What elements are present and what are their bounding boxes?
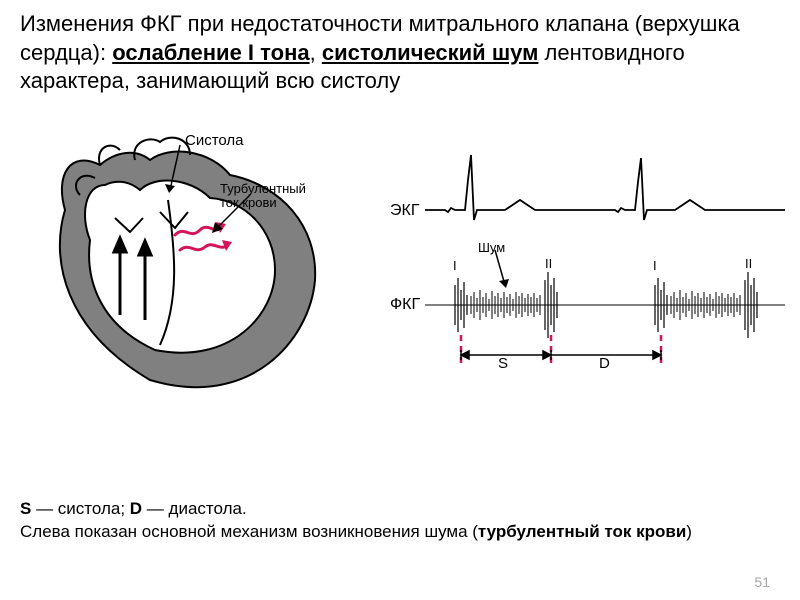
title-underline-2: систолический шум	[322, 40, 539, 65]
slide-title: Изменения ФКГ при недостаточности митрал…	[20, 10, 780, 96]
title-sep: ,	[310, 40, 322, 65]
traces-svg: I II I II S D	[425, 140, 785, 370]
tone-II-1: II	[545, 256, 552, 271]
label-turbulent-line1: Турбулентный	[220, 181, 306, 196]
footer-text: S — систола; D — диастола. Слева показан…	[20, 498, 790, 544]
heart-diagram	[40, 130, 340, 410]
label-turbulent-line2: ток крови	[220, 195, 277, 210]
page-number: 51	[754, 574, 770, 590]
label-turbulent: Турбулентный ток крови	[220, 182, 306, 211]
footer-t1: — систола;	[31, 499, 129, 518]
fkg-label: ФКГ	[390, 296, 420, 314]
footer-t3: Слева показан основной механизм возникно…	[20, 522, 478, 541]
d-label: D	[599, 355, 610, 370]
title-underline-1: ослабление I тона	[112, 40, 309, 65]
footer-S: S	[20, 499, 31, 518]
ekg-label: ЭКГ	[390, 202, 419, 220]
footer-t2: — диастола.	[142, 499, 247, 518]
footer-t4: )	[686, 522, 692, 541]
s-label: S	[498, 355, 508, 370]
tone-I-1: I	[453, 258, 457, 273]
tone-I-2: I	[653, 258, 657, 273]
footer-turbulent: турбулентный ток крови	[478, 522, 686, 541]
label-systole: Систола	[185, 132, 244, 149]
footer-D: D	[130, 499, 142, 518]
tone-II-2: II	[745, 256, 752, 271]
